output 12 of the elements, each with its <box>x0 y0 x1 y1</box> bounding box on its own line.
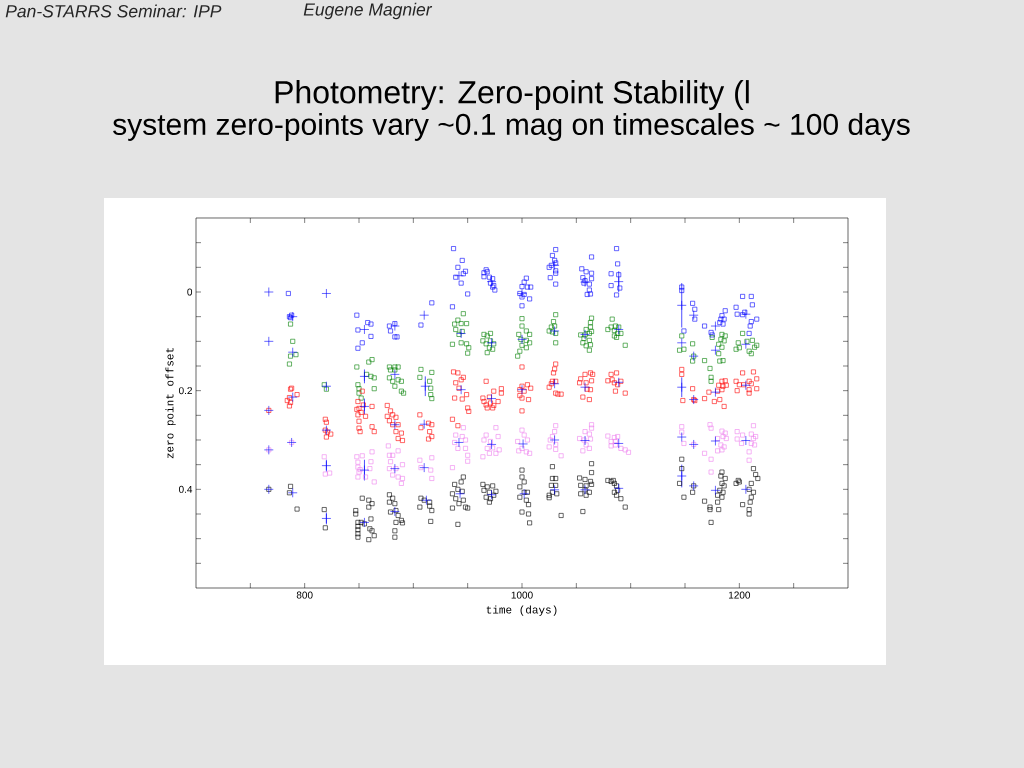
y-tick-label: 0.2 <box>178 387 192 395</box>
x-tick-label: 1200 <box>728 591 751 599</box>
x-tick-label: 1000 <box>511 591 533 599</box>
y-tick-label: 0 <box>187 288 193 296</box>
x-axis-title: time (days) <box>486 605 557 616</box>
text: Pan-STARRS Seminar: IPP <box>5 4 222 18</box>
text: Eugene Magnier <box>303 2 433 20</box>
y-tick-label: 0.4 <box>178 485 193 493</box>
x-tick-label: 800 <box>296 591 313 599</box>
chart-title: Photometry: Zero-point Stability (l <box>275 80 749 110</box>
chart-subtitle: system zero-points vary ~0.1 mag on timescales ~ 100 days <box>113 113 910 141</box>
y-axis-title: zero point offset <box>165 348 176 459</box>
